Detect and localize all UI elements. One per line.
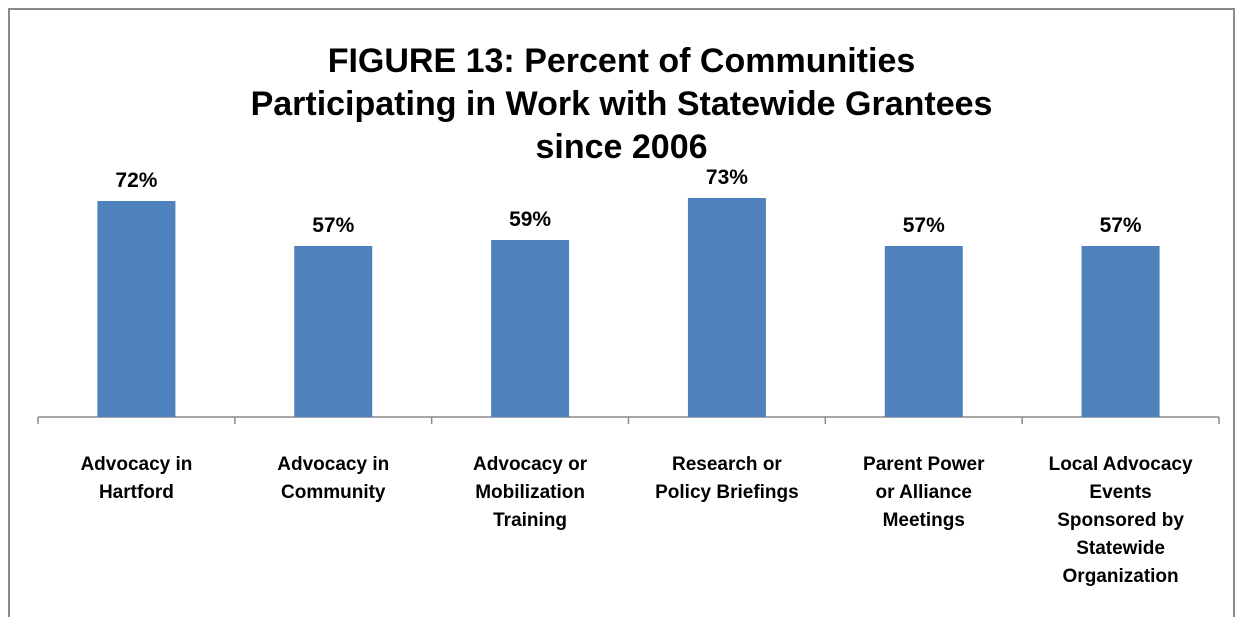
category-label-line: Meetings <box>883 510 965 531</box>
category-label-line: Local Advocacy <box>1049 454 1193 475</box>
x-axis <box>38 417 1219 424</box>
category-label-line: Advocacy in <box>80 454 192 475</box>
data-label: 57% <box>903 214 945 237</box>
data-label: 57% <box>1100 214 1142 237</box>
data-label: 72% <box>115 169 157 192</box>
category-label-line: Advocacy or <box>473 454 588 475</box>
bar <box>491 240 569 417</box>
category-label-line: Advocacy in <box>277 454 389 475</box>
category-label: Research or Policy Briefings <box>655 454 799 503</box>
data-label: 57% <box>312 214 354 237</box>
category-label: Advocacy or Mobilization Training <box>473 454 588 531</box>
category-label: Parent Power or Alliance Meetings <box>863 454 985 531</box>
category-label-line: Events <box>1089 482 1151 503</box>
category-label-line: Research or <box>672 454 782 475</box>
bar <box>885 246 963 417</box>
bars <box>97 198 1159 417</box>
bar <box>294 246 372 417</box>
category-label-line: Sponsored by <box>1057 510 1184 531</box>
bar <box>1082 246 1160 417</box>
category-label-line: Training <box>493 510 567 531</box>
category-label: Advocacy in Hartford <box>80 454 192 503</box>
category-label-line: or Alliance <box>876 482 972 503</box>
category-label: Local Advocacy Events Sponsored by Statewid… <box>1049 454 1193 587</box>
data-labels: 72% 57% 59% 73% 57% 57% <box>115 166 1142 237</box>
category-label-line: Policy Briefings <box>655 482 799 503</box>
bar <box>688 198 766 417</box>
bar <box>97 201 175 417</box>
data-label: 59% <box>509 208 551 231</box>
category-label-line: Mobilization <box>475 482 585 503</box>
category-label-line: Organization <box>1063 566 1179 587</box>
category-label-line: Community <box>281 482 386 503</box>
category-label-line: Statewide <box>1076 538 1165 559</box>
category-label-line: Parent Power <box>863 454 985 475</box>
category-label-line: Hartford <box>99 482 174 503</box>
category-label: Advocacy in Community <box>277 454 389 503</box>
data-label: 73% <box>706 166 748 189</box>
